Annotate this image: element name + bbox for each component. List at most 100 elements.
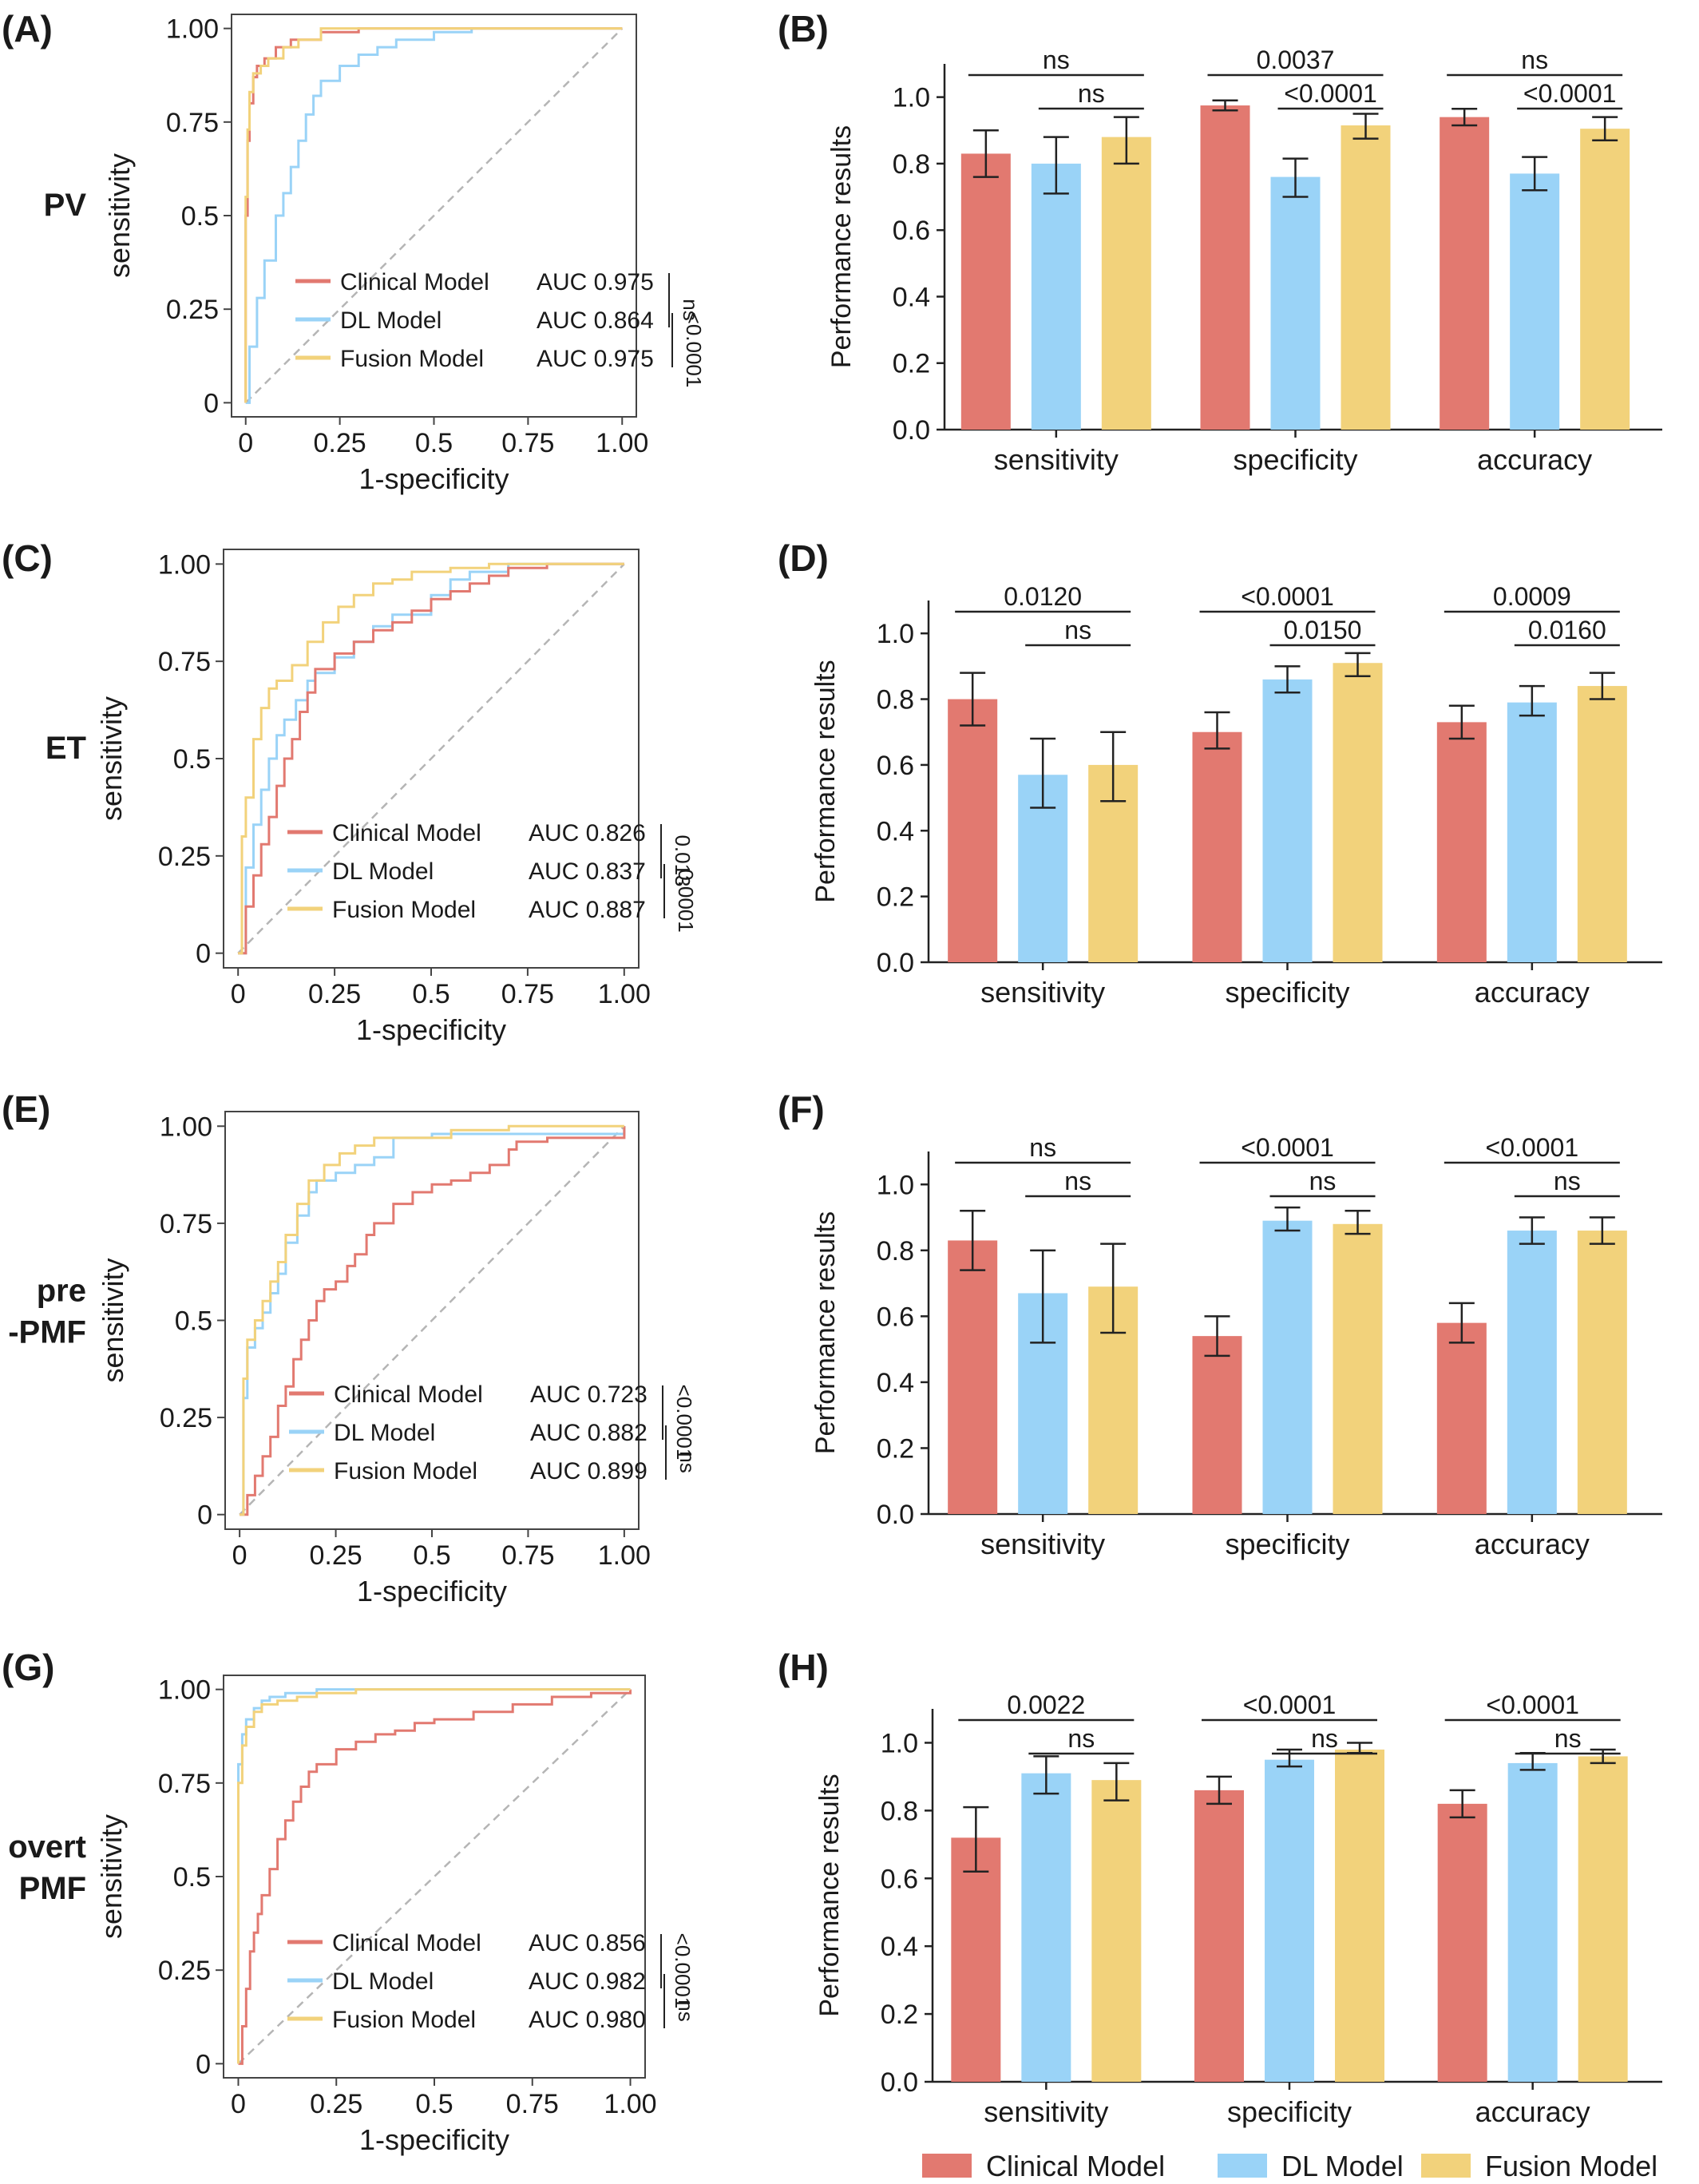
bar-dl <box>1510 173 1560 430</box>
y-tick-label: 1.0 <box>877 619 914 649</box>
y-tick-label: 0.25 <box>166 295 219 325</box>
significance-label: ns <box>1078 79 1105 108</box>
roc-chart-E: 00 0.25 0.25 0.5 0.5 0.75 0.75 1.00 1.00 1-specif… <box>97 1111 699 1607</box>
x-tick-label: 0.25 <box>309 1540 362 1571</box>
y-axis-label: Performance results <box>826 125 857 368</box>
sig-label-bottom: <0.0001 <box>682 312 706 388</box>
category-label: specificity <box>1225 976 1349 1009</box>
y-tick-label: 1.00 <box>158 1675 211 1706</box>
bar-clinical <box>1194 1790 1244 2082</box>
bar-clinical <box>951 1837 1001 2082</box>
roc-curve-dl <box>237 1688 631 2064</box>
category-label: accuracy <box>1475 976 1590 1009</box>
legend-label: Fusion Model <box>1485 2150 1657 2182</box>
bar-clinical <box>948 699 998 962</box>
y-axis-label: sensitivity <box>95 1814 128 1939</box>
legend-auc-value: AUC 0.837 <box>529 858 646 885</box>
legend-auc-value: AUC 0.723 <box>530 1381 648 1408</box>
category-label: sensitivity <box>994 443 1119 476</box>
bar-dl <box>1031 163 1081 430</box>
bar-clinical <box>1192 731 1242 962</box>
roc-curve-fusion <box>237 1688 631 2064</box>
x-tick-label: 0.75 <box>506 2089 559 2119</box>
diagonal-reference-line <box>237 1688 632 2065</box>
y-tick-label: 0.8 <box>893 149 930 180</box>
panel-label: (F) <box>778 1088 825 1130</box>
bar-fusion <box>1341 125 1391 430</box>
significance-label: 0.0037 <box>1257 46 1335 74</box>
category-label: accuracy <box>1475 2095 1590 2128</box>
x-tick-label: 0 <box>232 1540 248 1571</box>
roc-curve-clinical <box>238 1689 632 2065</box>
roc-curve-clinical <box>240 1126 626 1516</box>
significance-label: ns <box>1311 1724 1338 1753</box>
x-axis-label: 1-specificity <box>358 462 509 495</box>
bar-clinical <box>1200 105 1250 430</box>
significance-label: 0.0120 <box>1004 582 1082 611</box>
bar-dl <box>1262 679 1313 962</box>
legend-model-name: DL Model <box>332 1968 434 1995</box>
significance-label: <0.0001 <box>1241 582 1334 611</box>
y-tick-label: 0.2 <box>877 1433 914 1464</box>
y-tick-label: 0.5 <box>173 1862 211 1893</box>
y-axis-label: Performance results <box>810 660 841 902</box>
y-tick-label: 0.8 <box>877 1236 914 1266</box>
roc-chart-A: 00 0.25 0.25 0.5 0.5 0.75 0.75 1.00 1.00 1-specif… <box>103 14 706 495</box>
y-tick-label: 1.0 <box>881 1728 918 1758</box>
row-label: -PMF <box>8 1315 86 1350</box>
x-tick-label: 0.5 <box>412 979 450 1009</box>
bar-clinical <box>1436 722 1487 962</box>
bar-dl <box>1507 702 1557 962</box>
bar-dl <box>1262 1220 1313 1514</box>
legend-model-name: DL Model <box>340 307 442 334</box>
legend-model-name: Fusion Model <box>332 2007 476 2033</box>
x-tick-label: 0.75 <box>501 428 554 458</box>
legend-model-name: Fusion Model <box>340 346 484 372</box>
bar-clinical <box>1440 117 1490 430</box>
bar-fusion <box>1333 1223 1383 1514</box>
y-tick-label: 0.4 <box>881 1932 918 1962</box>
x-tick-label: 0 <box>231 2089 246 2119</box>
x-tick-label: 0.5 <box>415 2089 453 2119</box>
category-label: sensitivity <box>984 2095 1108 2128</box>
panel-label: (H) <box>778 1647 829 1688</box>
y-tick-label: 0.75 <box>160 1209 212 1239</box>
y-tick-label: 1.00 <box>166 14 219 45</box>
category-label: sensitivity <box>980 1528 1105 1560</box>
legend-label: DL Model <box>1281 2150 1404 2182</box>
sig-label-top: <0.0001 <box>672 1385 696 1461</box>
y-tick-label: 1.0 <box>877 1170 914 1200</box>
x-tick-label: 1.00 <box>598 979 651 1009</box>
diagonal-reference-line <box>237 563 625 954</box>
legend-auc-value: AUC 0.975 <box>537 269 654 295</box>
y-axis-label: Performance results <box>814 1774 845 2016</box>
significance-label: ns <box>1309 1167 1337 1195</box>
y-tick-label: 0.2 <box>877 882 914 913</box>
significance-label: ns <box>1067 1724 1095 1753</box>
x-tick-label: 0 <box>231 979 246 1009</box>
significance-label: ns <box>1554 1167 1581 1195</box>
y-tick-label: 1.0 <box>893 83 930 113</box>
y-tick-label: 0.75 <box>158 647 211 677</box>
bar-fusion <box>1091 1780 1142 2082</box>
y-tick-label: 0.25 <box>160 1403 212 1433</box>
significance-label: <0.0001 <box>1486 1133 1579 1162</box>
significance-label: ns <box>1043 46 1070 74</box>
legend-model-name: Fusion Model <box>332 897 476 923</box>
x-tick-label: 0.75 <box>501 1540 554 1571</box>
legend-swatch-clinical <box>922 2154 972 2178</box>
bar-clinical <box>1436 1322 1487 1514</box>
y-tick-label: 1.00 <box>160 1112 212 1142</box>
diagonal-reference-line <box>239 1125 625 1516</box>
y-tick-label: 0.75 <box>158 1769 211 1799</box>
roc-curve-fusion <box>244 27 623 403</box>
row-label: PMF <box>19 1871 86 1906</box>
legend-model-name: Fusion Model <box>334 1458 477 1484</box>
significance-label: 0.0009 <box>1493 582 1571 611</box>
bar-dl <box>1270 176 1321 430</box>
bar-fusion <box>1577 1231 1627 1514</box>
y-tick-label: 0.5 <box>181 201 219 232</box>
row-label: pre <box>37 1274 86 1309</box>
figure-legend: Clinical Model DL Model Fusion Model <box>922 2150 1657 2182</box>
x-axis-label: 1-specificity <box>357 1575 507 1607</box>
